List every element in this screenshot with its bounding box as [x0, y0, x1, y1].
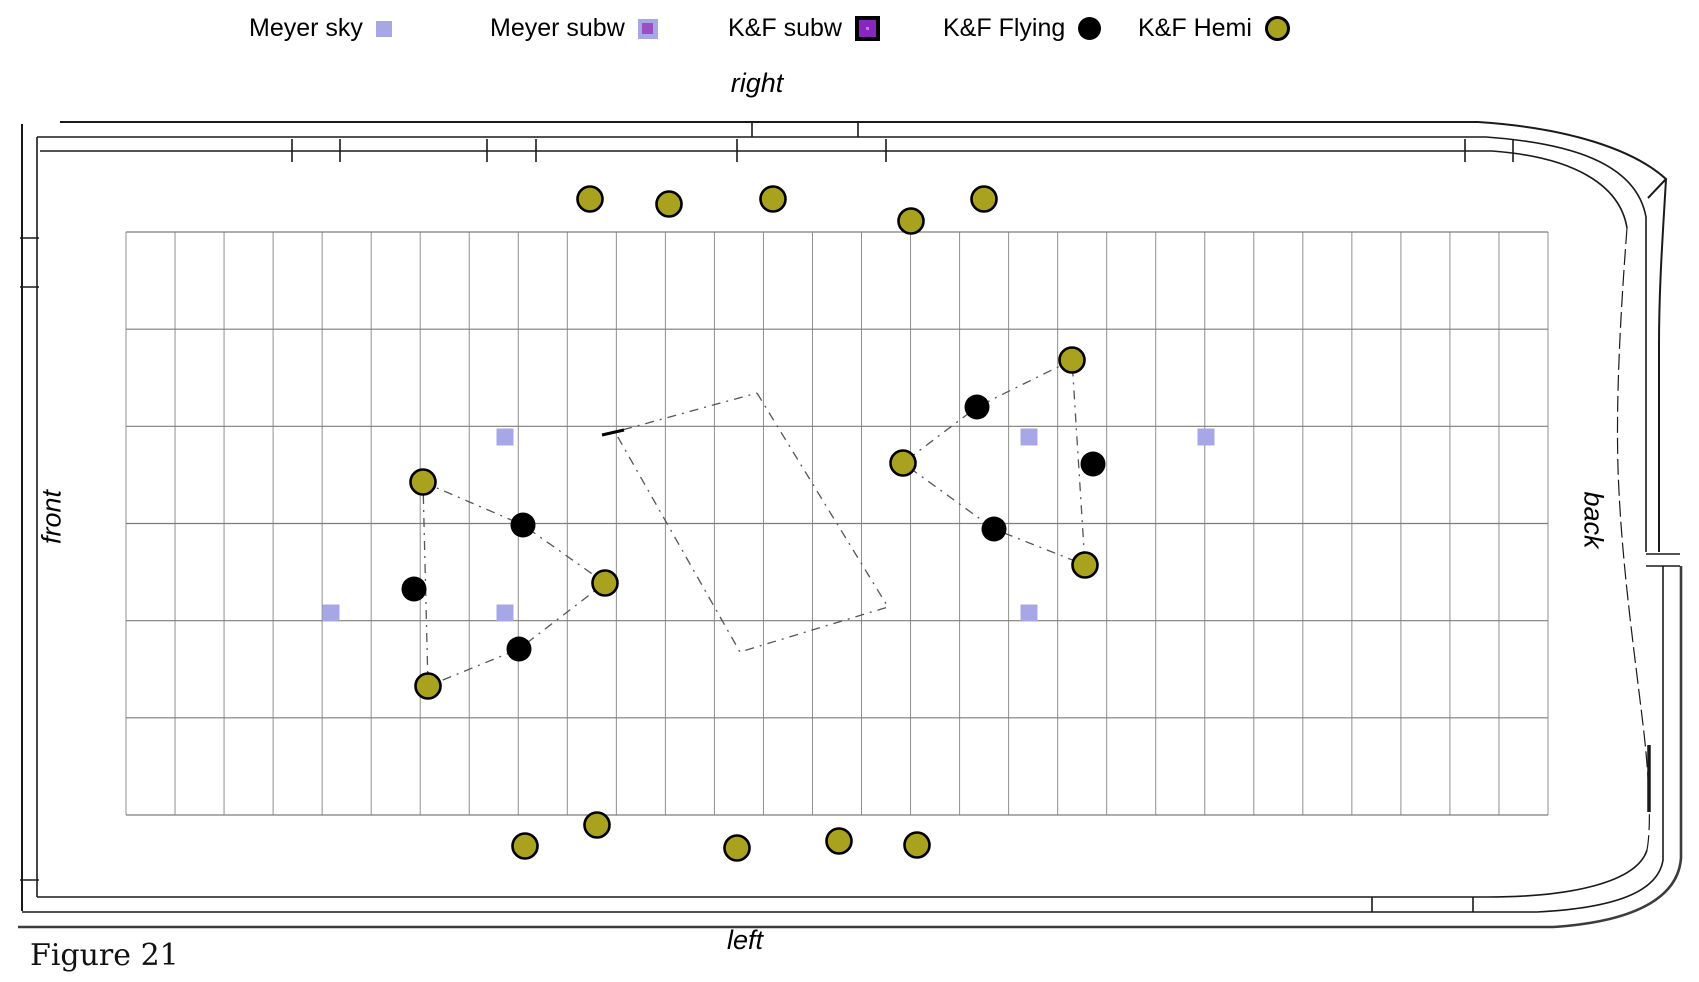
meyer-sky-speaker: [496, 604, 514, 622]
kf-hemi-speaker: [903, 831, 931, 859]
legend-label-kf-hemi: K&F Hemi: [1138, 14, 1252, 42]
legend-label-meyer-sky: Meyer sky: [249, 14, 363, 42]
kf-flying-speaker: [506, 636, 532, 662]
room-inner-wall: [37, 150, 1648, 898]
center-rect-solid-mark: [601, 428, 625, 437]
room-walls: [18, 121, 1683, 929]
orientation-label-left: left: [726, 925, 764, 955]
legend-item-kf-hemi: K&F Hemi: [1138, 14, 1290, 43]
kf-hemi-speaker: [1058, 346, 1086, 374]
legend-label-meyer-subw: Meyer subw: [490, 14, 625, 42]
kf-hemi-speaker: [414, 672, 442, 700]
kf-hemi-speaker: [825, 827, 853, 855]
kf-flying-speaker: [510, 512, 536, 538]
orientation-label-front: front: [36, 489, 67, 545]
kf-flying-speaker: [1080, 451, 1106, 477]
kf-hemi-speaker: [409, 468, 437, 496]
legend-label-kf-flying: K&F Flying: [943, 14, 1066, 42]
room-outer-wall: [21, 121, 1668, 911]
kf-hemi-speaker: [889, 449, 917, 477]
room-middle-wall: [22, 136, 1680, 913]
kf-hemi-speaker: [759, 185, 787, 213]
orientation-label-right: right: [730, 68, 784, 98]
figure-caption: Figure 21: [30, 938, 179, 973]
kf-subw-marker-icon: [854, 16, 880, 41]
kf-hemi-speaker: [591, 569, 619, 597]
meyer-sky-marker-icon: [375, 20, 392, 37]
speaker-markers: [322, 185, 1215, 862]
kf-hemi-speaker: [970, 185, 998, 213]
rig-connections: [422, 359, 1086, 687]
legend-item-meyer-sky: Meyer sky: [249, 14, 392, 43]
back-wall-curve: [1616, 227, 1650, 851]
legend-item-kf-flying: K&F Flying: [943, 14, 1102, 43]
center-rotated-rect: [614, 392, 889, 653]
kf-hemi-speaker: [897, 207, 925, 235]
meyer-sky-speaker: [496, 428, 514, 446]
kf-hemi-marker-icon: [1264, 16, 1290, 41]
right-cluster-rig: [901, 359, 1086, 566]
kf-hemi-speaker: [576, 185, 604, 213]
kf-flying-speaker: [964, 394, 990, 420]
room-outer-bottom-wall: [18, 566, 1683, 929]
wall-ticks: [20, 122, 1514, 912]
kf-flying-speaker: [981, 516, 1007, 542]
kf-hemi-speaker: [723, 834, 751, 862]
meyer-sky-speaker: [1020, 428, 1038, 446]
meyer-sky-speaker: [322, 604, 340, 622]
legend-item-kf-subw: K&F subw: [728, 14, 880, 43]
kf-hemi-speaker: [583, 811, 611, 839]
legend-label-kf-subw: K&F subw: [728, 14, 842, 42]
kf-hemi-speaker: [511, 832, 539, 860]
kf-hemi-speaker: [655, 190, 683, 218]
orientation-label-back: back: [1578, 491, 1609, 549]
meyer-subw-marker-icon: [637, 18, 658, 39]
kf-flying-speaker: [401, 576, 427, 602]
meyer-sky-speaker: [1020, 604, 1038, 622]
legend-item-meyer-subw: Meyer subw: [490, 14, 658, 43]
meyer-sky-speaker: [1197, 428, 1215, 446]
kf-flying-marker-icon: [1078, 17, 1102, 40]
kf-hemi-speaker: [1071, 551, 1099, 579]
